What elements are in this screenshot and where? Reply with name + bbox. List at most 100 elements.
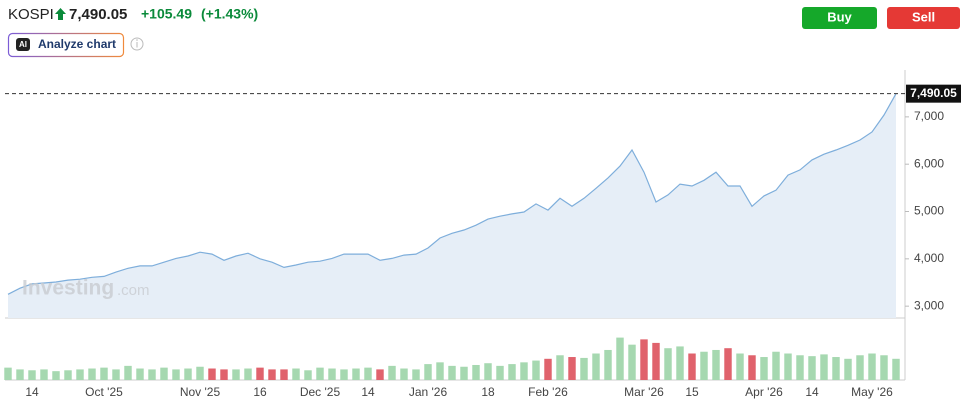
volume-bar (748, 355, 756, 380)
volume-bar (496, 365, 504, 380)
volume-bar (280, 369, 288, 380)
volume-bar (448, 365, 456, 380)
volume-bar (196, 366, 204, 380)
x-tick-label: 16 (253, 385, 267, 399)
volume-bar (88, 368, 96, 380)
volume-bar (172, 369, 180, 380)
volume-bar (40, 369, 48, 380)
sell-label: Sell (912, 9, 935, 24)
volume-bar (256, 367, 264, 380)
volume-bar (520, 362, 528, 380)
symbol: KOSPI (8, 6, 54, 23)
volume-bar (76, 369, 84, 380)
volume-bar (52, 371, 60, 380)
x-tick-label: 14 (361, 385, 375, 399)
volume-bar (412, 369, 420, 380)
volume-bar (400, 368, 408, 380)
x-tick-label: Mar '26 (624, 385, 664, 399)
volume-bar (616, 337, 624, 380)
volume-bar (124, 365, 132, 380)
x-tick-label: 14 (25, 385, 39, 399)
volume-bar (352, 368, 360, 380)
y-tick-label: 7,000 (914, 109, 944, 123)
volume-bar (892, 358, 900, 380)
volume-bar (604, 349, 612, 380)
volume-bar (784, 353, 792, 380)
volume-bar (64, 370, 72, 380)
volume-bar (424, 364, 432, 380)
analyze-chart-button[interactable]: AI Analyze chart (7, 32, 125, 58)
volume-bar (532, 360, 540, 380)
volume-bar (316, 367, 324, 380)
price-line (7, 93, 897, 295)
x-tick-label: Nov '25 (180, 385, 221, 399)
last-price-label: 7,490.05 (910, 86, 957, 100)
volume-bar (100, 367, 108, 380)
x-tick-label: 14 (805, 385, 819, 399)
watermark: Investing (22, 277, 114, 300)
volume-bar (232, 369, 240, 380)
change: +105.49 (141, 6, 192, 22)
volume-bar (808, 356, 816, 380)
volume-bar (484, 363, 492, 380)
buy-label: Buy (827, 9, 852, 24)
x-tick-label: 15 (685, 385, 699, 399)
buy-button[interactable]: Buy (802, 7, 877, 29)
x-tick-label: Dec '25 (300, 385, 341, 399)
watermark-suffix: .com (117, 282, 150, 299)
volume-bar (652, 342, 660, 380)
volume-bar (4, 367, 12, 380)
volume-bar (844, 358, 852, 380)
volume-bar (676, 346, 684, 380)
volume-bar (868, 353, 876, 380)
volume-bar (16, 369, 24, 380)
analyze-label: Analyze chart (38, 37, 116, 51)
analyze-bg (7, 32, 125, 58)
volume-bar (832, 357, 840, 380)
volume-bar (160, 367, 168, 380)
change-pct: (+1.43%) (201, 6, 258, 22)
x-tick-label: Feb '26 (528, 385, 568, 399)
volume-bar (796, 355, 804, 380)
volume-bar (592, 353, 600, 380)
volume-bar (736, 353, 744, 380)
x-tick-label: Apr '26 (745, 385, 783, 399)
ai-badge (16, 38, 30, 51)
y-tick-label: 5,000 (914, 204, 944, 218)
volume-bar (568, 357, 576, 380)
volume-bar (880, 355, 888, 380)
ai-badge-text: AI (19, 40, 27, 49)
volume-bar (472, 364, 480, 380)
volume-bar (820, 354, 828, 380)
volume-bar (388, 365, 396, 380)
volume-bar (364, 367, 372, 380)
last-price-tag (906, 84, 961, 103)
volume-bar (556, 355, 564, 380)
volume-bar (184, 368, 192, 380)
volume-bar (220, 369, 228, 380)
volume-bar (28, 370, 36, 380)
volume-bar (460, 366, 468, 380)
y-tick-label: 3,000 (914, 298, 944, 312)
volume-bar (856, 355, 864, 380)
volume-bar (376, 369, 384, 380)
volume-bar (508, 364, 516, 380)
price-area (8, 93, 896, 318)
volume-bar (772, 351, 780, 380)
volume-bar (580, 357, 588, 380)
sell-button[interactable]: Sell (887, 7, 960, 29)
volume-bar (436, 362, 444, 380)
volume-bar (208, 368, 216, 380)
price: 7,490.05 (69, 6, 127, 23)
volume-bar (148, 369, 156, 380)
info-icon[interactable] (130, 37, 144, 51)
volume-bar (340, 369, 348, 380)
volume-bar (544, 358, 552, 380)
volume-bar (268, 369, 276, 380)
volume-bar (688, 353, 696, 380)
volume-bar (724, 348, 732, 380)
volume-bar (628, 344, 636, 380)
volume-bar (700, 351, 708, 380)
plot: 3,000 4,000 5,000 6,000 7,000 14 Oct '25 Nov '2… (4, 70, 944, 399)
